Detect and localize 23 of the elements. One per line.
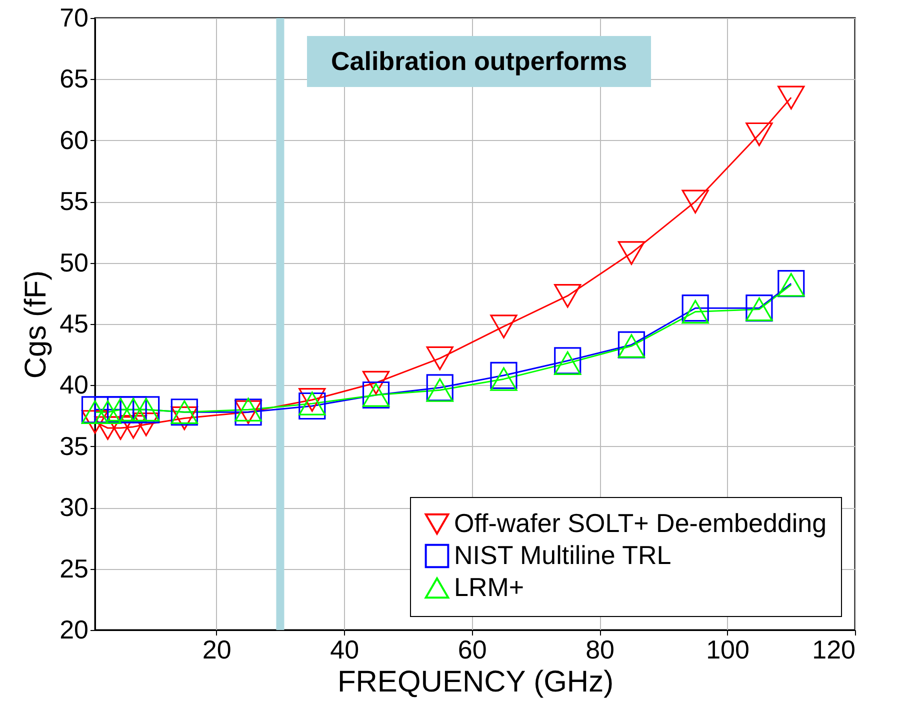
x-axis-title: FREQUENCY (GHz) — [337, 666, 614, 698]
legend-label: NIST Multiline TRL — [454, 540, 672, 570]
x-tick-label: 100 — [706, 634, 750, 664]
y-tick-label: 55 — [60, 186, 88, 216]
y-axis-title: Cgs (fF) — [20, 270, 53, 379]
x-tick-label: 40 — [330, 634, 360, 664]
y-tick-label: 60 — [60, 124, 88, 155]
y-tick-label: 50 — [60, 247, 88, 278]
y-tick-label: 30 — [60, 492, 88, 522]
y-tick-label: 70 — [60, 2, 88, 32]
y-tick-label: 25 — [60, 553, 88, 584]
y-tick-label: 20 — [60, 614, 88, 644]
legend-label: LRM+ — [454, 572, 524, 602]
x-tick-label: 80 — [586, 634, 614, 664]
y-tick-label: 65 — [60, 64, 88, 94]
x-tick-label: 60 — [458, 634, 487, 664]
y-tick-label: 40 — [60, 370, 88, 400]
annotation: Calibration outperforms — [307, 36, 652, 87]
y-tick-label: 35 — [60, 430, 88, 461]
x-tick-label: 120 — [812, 634, 856, 664]
y-tick-label: 45 — [60, 308, 88, 338]
x-tick-label: 20 — [202, 634, 232, 664]
legend-label: Off-wafer SOLT+ De-embedding — [454, 508, 827, 538]
